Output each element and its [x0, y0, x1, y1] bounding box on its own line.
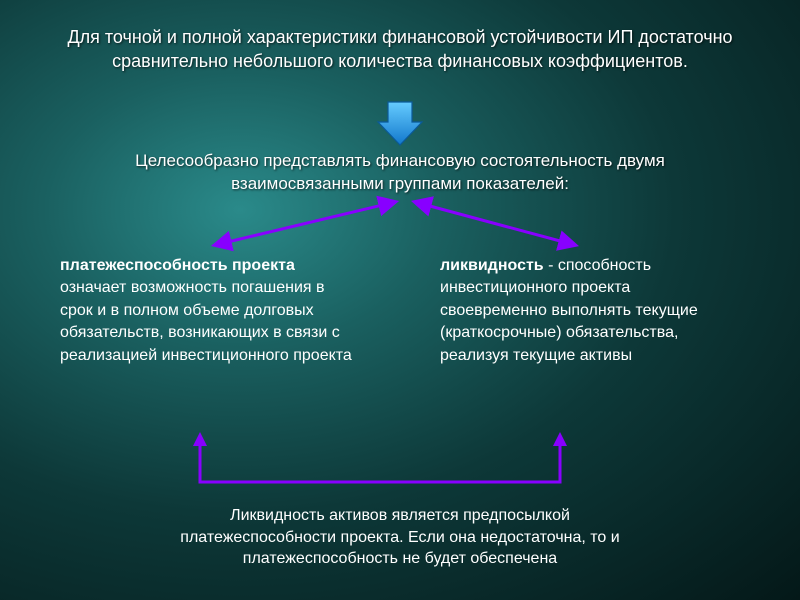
u-connector: [193, 432, 567, 482]
bottom-block: Ликвидность активов является предпосылко…: [160, 505, 640, 570]
left-rest: означает возможность погашения в срок и …: [60, 279, 352, 363]
slide-root: Для точной и полной характеристики финан…: [0, 0, 800, 600]
left-heading: платежеспособность проекта: [60, 257, 295, 274]
down-arrow-icon: [378, 102, 422, 145]
left-block: платежеспособность проекта означает возм…: [60, 255, 360, 367]
slide-subtitle: Целесообразно представлять финансовую со…: [80, 150, 720, 196]
connector-right: [415, 202, 575, 245]
right-block: ликвидность - способность инвестиционног…: [440, 255, 740, 367]
slide-title: Для точной и полной характеристики финан…: [60, 25, 740, 74]
right-heading: ликвидность: [440, 257, 544, 274]
connector-left: [215, 202, 395, 245]
